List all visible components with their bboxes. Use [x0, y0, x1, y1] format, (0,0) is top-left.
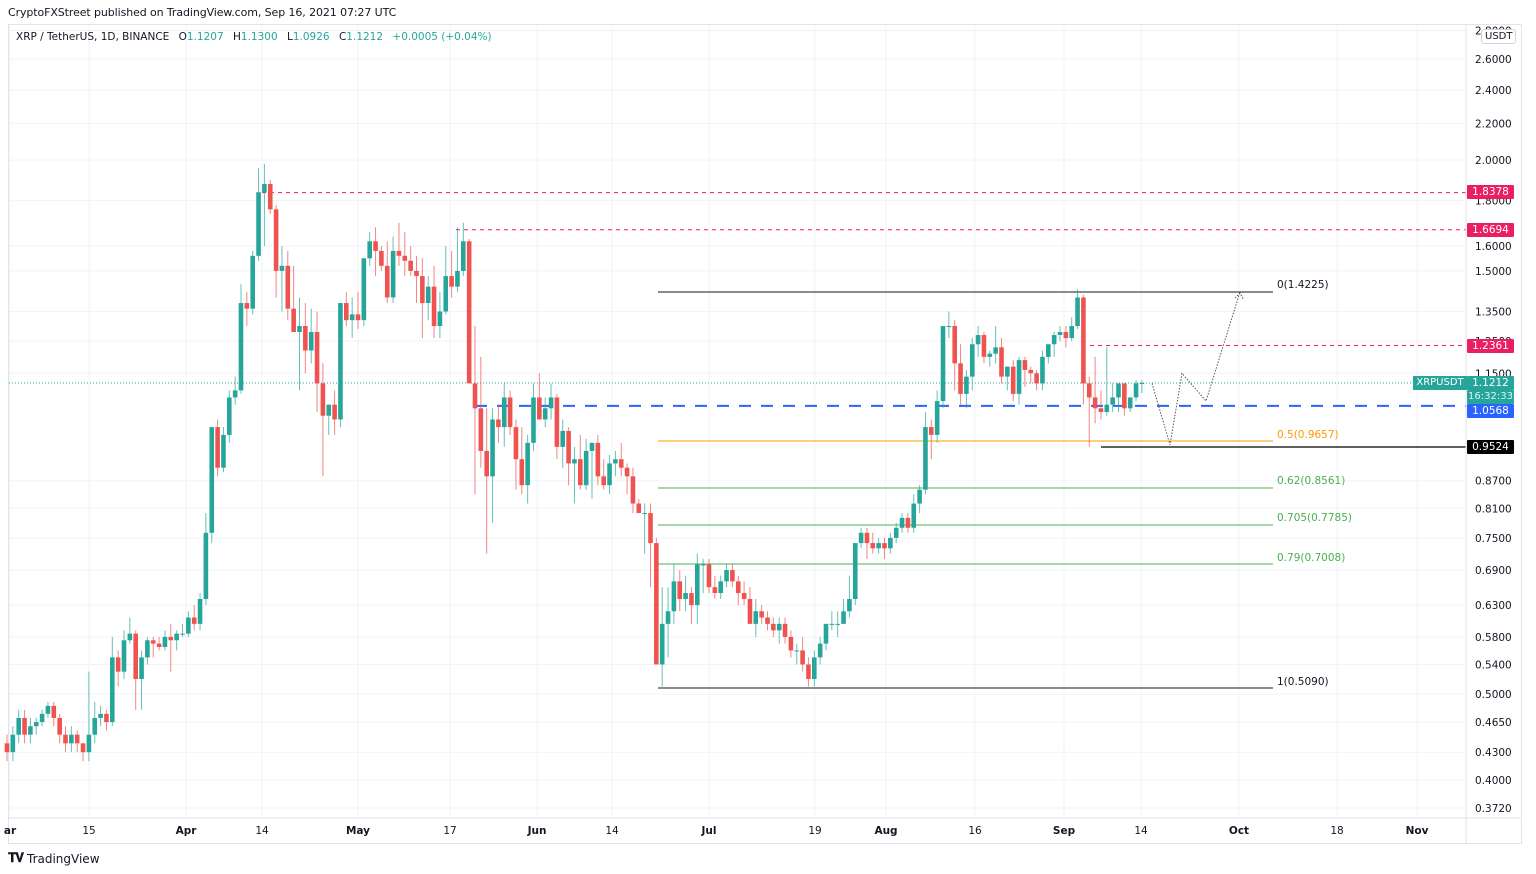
time-tick: Aug	[874, 825, 897, 837]
time-tick: Jul	[701, 825, 717, 837]
time-tick: 14	[255, 825, 269, 837]
price-tick: 2.2000	[1475, 118, 1512, 130]
time-tick: Sep	[1053, 825, 1076, 837]
tradingview-logo[interactable]: 𝐓𝐕 TradingView	[8, 851, 100, 866]
publisher-line: CryptoFXStreet published on TradingView.…	[8, 6, 397, 19]
symbol-title: XRP / TetherUS, 1D, BINANCE	[16, 31, 170, 43]
price-tick: 0.5000	[1475, 689, 1512, 701]
fib-label-0.5: 0.5(0.9657)	[1277, 429, 1339, 441]
time-tick: 15	[82, 825, 95, 837]
time-tick: 17	[443, 825, 456, 837]
price-tick: 1.6000	[1475, 241, 1512, 253]
time-tick: 16	[968, 825, 982, 837]
projection-path	[1151, 291, 1244, 445]
high-label: H	[233, 31, 241, 43]
low-label: L	[287, 31, 293, 43]
fib-label-0.62: 0.62(0.8561)	[1277, 475, 1346, 487]
price-tick: 0.7500	[1475, 533, 1512, 545]
last-price-tag: 1.1212	[1467, 376, 1514, 390]
candlesticks	[4, 163, 1145, 762]
price-tick: 0.5800	[1475, 632, 1512, 644]
ohlc-legend: XRP / TetherUS, 1D, BINANCE O1.1207 H1.1…	[16, 31, 492, 43]
time-tick: Jun	[527, 825, 547, 837]
price-tick: 0.4000	[1475, 775, 1512, 787]
tradingview-mark-icon: 𝐓𝐕	[8, 851, 24, 866]
price-tick: 0.4300	[1475, 747, 1512, 759]
price-tick: 0.3720	[1475, 803, 1512, 815]
price-tick: 0.6300	[1475, 600, 1512, 612]
currency-badge[interactable]: USDT	[1481, 29, 1517, 44]
grid	[9, 25, 1466, 818]
low-value: 1.0926	[292, 31, 330, 43]
price-tag-resistance-3: 1.2361	[1467, 339, 1514, 353]
fib-label-0: 0(1.4225)	[1277, 279, 1329, 291]
time-tick: 18	[1330, 825, 1343, 837]
price-axis[interactable]: 2.80002.60002.40002.20002.00001.80001.60…	[1465, 24, 1512, 844]
fib-label-0.79: 0.79(0.7008)	[1277, 552, 1346, 564]
price-tick: 0.4650	[1475, 717, 1512, 729]
price-tag-resistance-1: 1.8378	[1467, 185, 1514, 199]
time-tick: ar	[4, 825, 17, 837]
price-tick: 1.5000	[1475, 266, 1512, 278]
price-tag-resistance-2: 1.6694	[1467, 223, 1514, 237]
time-tick: Nov	[1406, 825, 1429, 837]
time-tick: Oct	[1229, 825, 1249, 837]
price-tick: 0.5400	[1475, 659, 1512, 671]
symbol-tag: XRPUSDT	[1413, 376, 1467, 390]
price-tick: 0.8100	[1475, 503, 1512, 515]
open-value: 1.1207	[186, 31, 224, 43]
fib-label-0.705: 0.705(0.7785)	[1277, 512, 1352, 524]
horizontal-levels	[9, 192, 1466, 689]
fib-label-1: 1(0.5090)	[1277, 676, 1329, 688]
brand-name: TradingView	[27, 851, 100, 866]
close-label: C	[338, 31, 347, 43]
time-tick: 19	[808, 825, 821, 837]
chart-frame	[8, 24, 1522, 844]
countdown-tag: 16:32:33	[1467, 390, 1514, 404]
price-tag-swing-low: 0.9524	[1467, 440, 1514, 454]
time-tick: May	[346, 825, 370, 837]
change-value: +0.0005 (+0.04%)	[392, 31, 492, 43]
price-tick: 2.4000	[1475, 85, 1512, 97]
price-tick: 2.0000	[1475, 155, 1512, 167]
close-value: 1.1212	[346, 31, 384, 43]
high-value: 1.1300	[240, 31, 278, 43]
price-tick: 0.6900	[1475, 565, 1512, 577]
open-label: O	[178, 31, 187, 43]
time-axis[interactable]: ar 15 Apr 14 May 17 Jun 14 Jul 19 Aug 16 Sep 14 Oct 18 N…	[4, 817, 1522, 837]
price-tick: 0.8700	[1475, 476, 1512, 488]
time-tick: 14	[605, 825, 619, 837]
time-tick: Apr	[176, 825, 198, 837]
price-tick: 2.6000	[1475, 54, 1512, 66]
time-tick: 14	[1134, 825, 1148, 837]
price-tick: 1.3500	[1475, 306, 1512, 318]
price-tag-support: 1.0568	[1467, 404, 1514, 418]
